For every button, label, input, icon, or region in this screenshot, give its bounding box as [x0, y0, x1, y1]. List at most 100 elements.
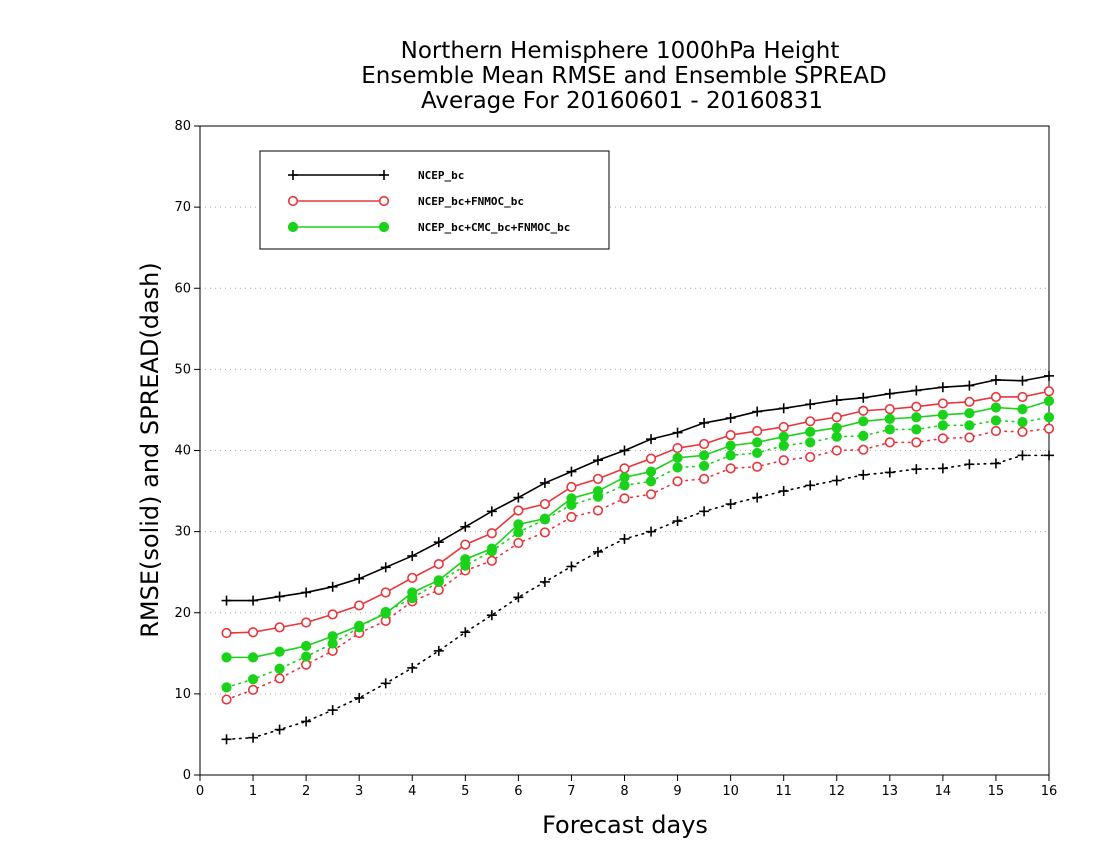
spread-point — [990, 415, 1002, 426]
spread-point — [672, 462, 683, 473]
x-tick-label: 8 — [620, 784, 628, 799]
rmse-point — [433, 558, 444, 570]
spread-line — [225, 454, 1050, 741]
spread-point — [327, 705, 338, 716]
spread-point — [592, 505, 604, 516]
spread-point — [831, 445, 842, 456]
spread-point — [407, 662, 418, 673]
spread-point — [301, 659, 312, 670]
spread-point — [778, 486, 789, 497]
rmse-point — [539, 477, 550, 488]
rmse-point — [937, 382, 948, 393]
rmse-point — [327, 581, 338, 592]
spread-point — [433, 584, 444, 596]
x-tick-label: 10 — [722, 784, 739, 799]
rmse-point — [380, 608, 391, 619]
spread-line — [225, 416, 1050, 689]
rmse-point — [513, 519, 524, 530]
legend-label: NCEP_bc — [418, 169, 464, 182]
spread-point — [858, 430, 869, 441]
rmse-point — [937, 409, 948, 420]
spread-point — [1043, 423, 1055, 434]
spread-point — [486, 610, 497, 621]
rmse-point — [248, 595, 259, 606]
rmse-point — [247, 627, 259, 638]
spread-point — [884, 437, 895, 448]
rmse-point — [407, 587, 418, 598]
rmse-point — [858, 405, 869, 416]
rmse-point — [698, 438, 710, 450]
spread-point — [964, 420, 975, 431]
legend-label: NCEP_bc+FNMOC_bc — [418, 195, 524, 208]
spread-point — [1017, 426, 1028, 437]
spread-point — [221, 734, 232, 745]
x-tick-label: 13 — [882, 784, 899, 799]
rmse-point — [301, 640, 312, 652]
y-tick-label: 80 — [174, 119, 191, 134]
rmse-point — [619, 463, 630, 474]
rmse-point — [725, 413, 736, 424]
rmse-point — [672, 427, 683, 438]
x-tick-label: 4 — [408, 784, 416, 799]
spread-point — [274, 673, 285, 684]
spread-point — [725, 499, 736, 510]
x-tick-label: 5 — [461, 784, 469, 799]
spread-point — [433, 645, 444, 656]
rmse-point — [619, 445, 630, 456]
spread-point — [911, 424, 922, 435]
legend-box — [259, 150, 610, 250]
series-layer — [221, 370, 1055, 745]
x-tick-label: 9 — [673, 784, 681, 799]
rmse-point — [698, 450, 710, 461]
legend: NCEP_bc NCEP_bc+FNMOC_bc NCEP_bc+CMC_bc+FN… — [259, 150, 610, 250]
x-tick-label: 1 — [249, 784, 257, 799]
spread-point — [301, 651, 312, 662]
legend-marker — [378, 195, 390, 207]
spread-point — [301, 716, 312, 727]
rmse-point — [911, 401, 922, 412]
rmse-point — [433, 537, 444, 548]
legend-marker — [378, 221, 390, 233]
x-tick-label: 16 — [1041, 784, 1058, 799]
rmse-point — [433, 575, 444, 586]
rmse-point — [327, 631, 338, 642]
rmse-point — [964, 380, 975, 391]
spread-point — [354, 692, 365, 703]
x-tick-label: 15 — [988, 784, 1005, 799]
spread-point — [248, 732, 259, 743]
rmse-point — [752, 425, 763, 437]
spread-point — [274, 724, 285, 735]
spread-point — [831, 475, 842, 486]
spread-point — [937, 420, 948, 431]
series-group — [221, 395, 1055, 693]
rmse-point — [725, 440, 736, 451]
rmse-point — [486, 528, 497, 539]
rmse-point — [645, 453, 657, 464]
legend-marker — [288, 170, 298, 180]
spread-point — [619, 533, 630, 544]
rmse-point — [646, 434, 657, 445]
y-tick-label: 0 — [183, 768, 191, 783]
legend-marker — [287, 195, 299, 207]
rmse-point — [831, 395, 842, 406]
rmse-point — [566, 466, 577, 477]
rmse-point — [911, 385, 922, 396]
spread-point — [937, 433, 948, 444]
spread-point — [513, 537, 524, 549]
x-tick-label: 11 — [775, 784, 792, 799]
rmse-point — [990, 374, 1001, 385]
rmse-point — [539, 498, 551, 510]
rmse-point — [486, 506, 497, 517]
spread-point — [645, 489, 657, 500]
chart-title-line-1: Northern Hemisphere 1000hPa Height — [401, 38, 840, 64]
rmse-point — [884, 404, 895, 415]
spread-point — [1017, 417, 1028, 428]
spread-point — [884, 467, 895, 478]
spread-point — [460, 627, 471, 638]
legend-label: NCEP_bc+CMC_bc+FNMOC_bc — [418, 221, 570, 234]
rmse-line — [226, 390, 1050, 634]
y-tick-label: 50 — [174, 362, 191, 377]
rmse-point — [937, 398, 948, 409]
spread-line — [225, 427, 1050, 701]
